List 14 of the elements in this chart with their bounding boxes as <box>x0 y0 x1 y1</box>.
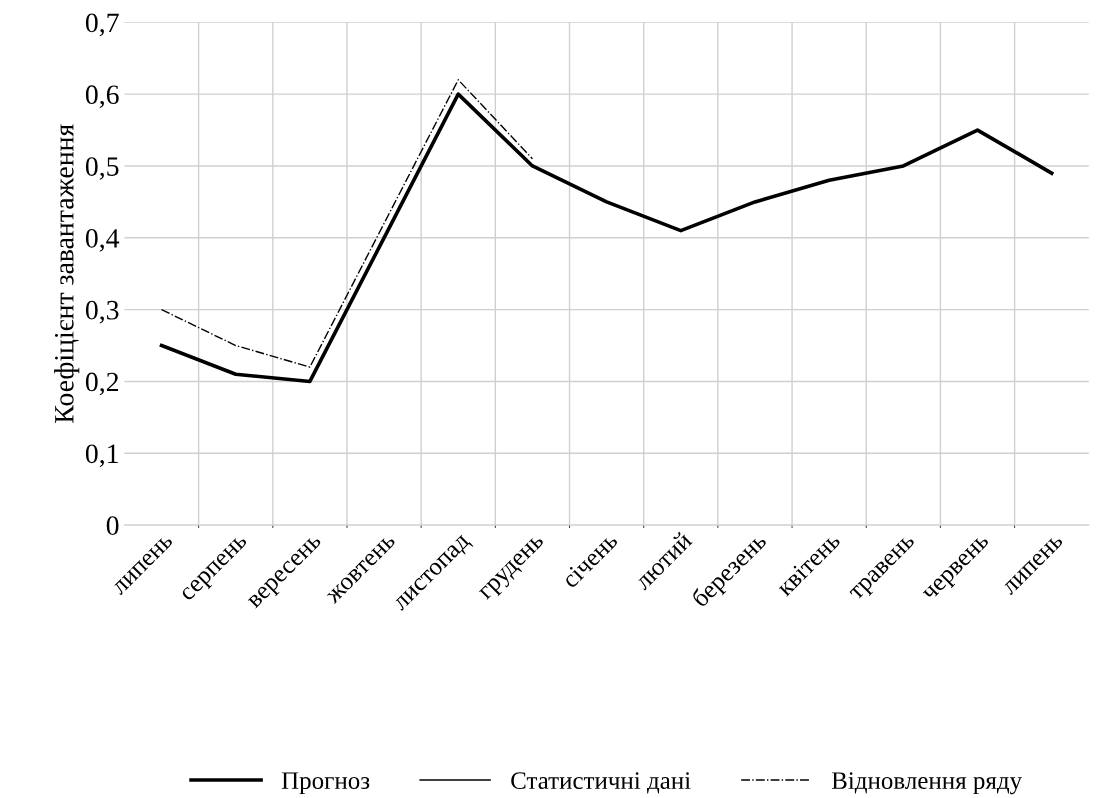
legend-label: Відновлення ряду <box>831 772 1023 795</box>
legend-label: Статистичні дані <box>511 772 691 794</box>
y-tick-label: 0,4 <box>85 228 120 252</box>
y-tick-label: 0,3 <box>85 300 119 324</box>
y-tick-label: 0,5 <box>85 157 119 180</box>
line-series <box>159 92 1054 384</box>
y-tick-label: 0,2 <box>85 372 119 396</box>
y-tick-label: 0,7 <box>85 13 119 37</box>
y-tick-label: 0 <box>106 516 119 535</box>
y-tick-label: 0,1 <box>85 444 118 468</box>
line-series <box>160 79 534 368</box>
y-tick-label: 0,6 <box>85 85 119 109</box>
legend-label: Прогноз <box>281 772 370 795</box>
y-axis-title: Коефіцієнт завантаження <box>54 124 80 423</box>
